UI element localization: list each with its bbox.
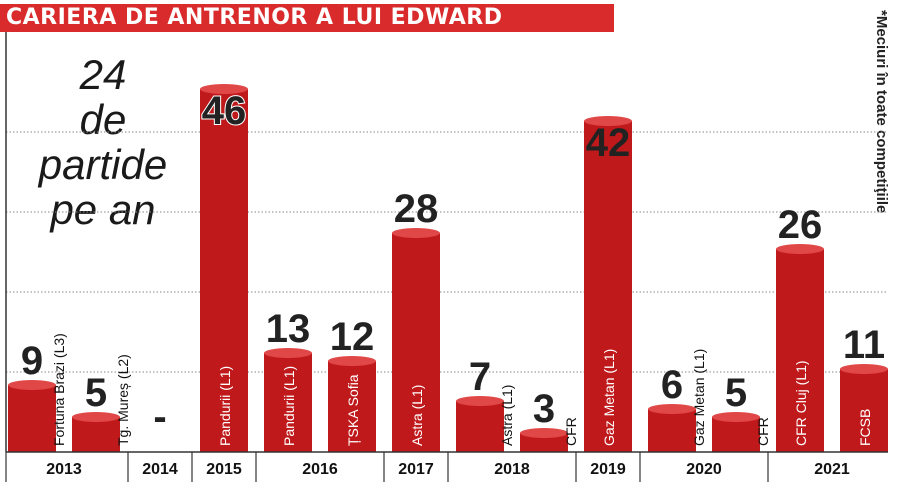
club-label: Tg. Mureș (L2) (115, 354, 131, 446)
bar-group (8, 380, 56, 452)
bar (584, 121, 632, 452)
bar-cap (712, 412, 760, 422)
value-label: 7 (469, 355, 491, 399)
value-label: 3 (533, 387, 555, 431)
bar (72, 417, 120, 452)
bar-cap (328, 356, 376, 366)
value-label: - (153, 395, 166, 439)
year-label: 2016 (302, 461, 338, 478)
club-label: FCSB (857, 409, 873, 446)
bar-cap (776, 244, 824, 254)
bar (264, 353, 312, 452)
value-label: 12 (330, 315, 375, 359)
average-line-4: pe an (50, 186, 156, 233)
bar-cap (392, 228, 440, 238)
club-label: CFR Cluj (L1) (793, 360, 809, 446)
average-line-2: de (79, 96, 127, 143)
bar (840, 369, 888, 452)
average-line-3: partide (38, 141, 168, 188)
year-label: 2018 (494, 461, 530, 478)
value-label: 28 (394, 187, 439, 231)
bar (392, 233, 440, 452)
average-number: 24 (79, 51, 127, 98)
year-label: 2020 (686, 461, 722, 478)
bar-cap (200, 84, 248, 94)
bar (328, 361, 376, 452)
value-label: 13 (266, 307, 311, 351)
value-label: 26 (778, 203, 823, 247)
bar-group (264, 348, 312, 452)
bar-cap (648, 404, 696, 414)
chart-title: CARIERA DE ANTRENOR A LUI EDWARD (0, 4, 614, 32)
value-label: 5 (85, 371, 107, 415)
bar-group (456, 396, 504, 452)
bar-cap (264, 348, 312, 358)
year-label: 2019 (590, 461, 626, 478)
club-label: Pandurii (L1) (217, 366, 233, 446)
year-label: 2014 (142, 461, 178, 478)
bar-group (520, 428, 568, 452)
bar-group (392, 228, 440, 452)
club-label: Gaz Metan (L1) (601, 349, 617, 446)
bar-group (776, 244, 824, 452)
bar-group (840, 364, 888, 452)
club-label: ȚSKA Sofia (345, 374, 361, 446)
bar (712, 417, 760, 452)
value-label: 5 (725, 371, 747, 415)
bar-cap (456, 396, 504, 406)
value-label: 46 (202, 89, 247, 133)
year-label: 2015 (206, 461, 242, 478)
club-label: CFR (755, 417, 771, 446)
bar (456, 401, 504, 452)
value-label: 11 (843, 323, 885, 367)
club-label: CFR (563, 417, 579, 446)
club-label: Astra (L1) (409, 385, 425, 446)
bar-group (200, 84, 248, 452)
bar (648, 409, 696, 452)
bar-group (72, 412, 120, 452)
average-callout: 24 de partide pe an (8, 52, 198, 232)
bar-cap (8, 380, 56, 390)
club-label: Astra (L1) (499, 385, 515, 446)
bar-cap (72, 412, 120, 422)
bar (520, 433, 568, 452)
bar-cap (520, 428, 568, 438)
year-label: 2021 (814, 461, 850, 478)
value-label: 6 (661, 363, 683, 407)
year-label: 2017 (398, 461, 434, 478)
bar-group (648, 404, 696, 452)
club-label: Fortuna Brazi (L3) (51, 333, 67, 446)
value-label: 42 (586, 121, 631, 165)
bar-cap (584, 116, 632, 126)
bar-group (584, 116, 632, 452)
bar (200, 89, 248, 452)
club-label: Gaz Metan (L1) (691, 349, 707, 446)
bar (8, 385, 56, 452)
bar-group (712, 412, 760, 452)
bar (776, 249, 824, 452)
value-label: 9 (21, 339, 43, 383)
year-label: 2013 (46, 461, 82, 478)
bar-group (328, 356, 376, 452)
bar-cap (840, 364, 888, 374)
club-label: Pandurii (L1) (281, 366, 297, 446)
